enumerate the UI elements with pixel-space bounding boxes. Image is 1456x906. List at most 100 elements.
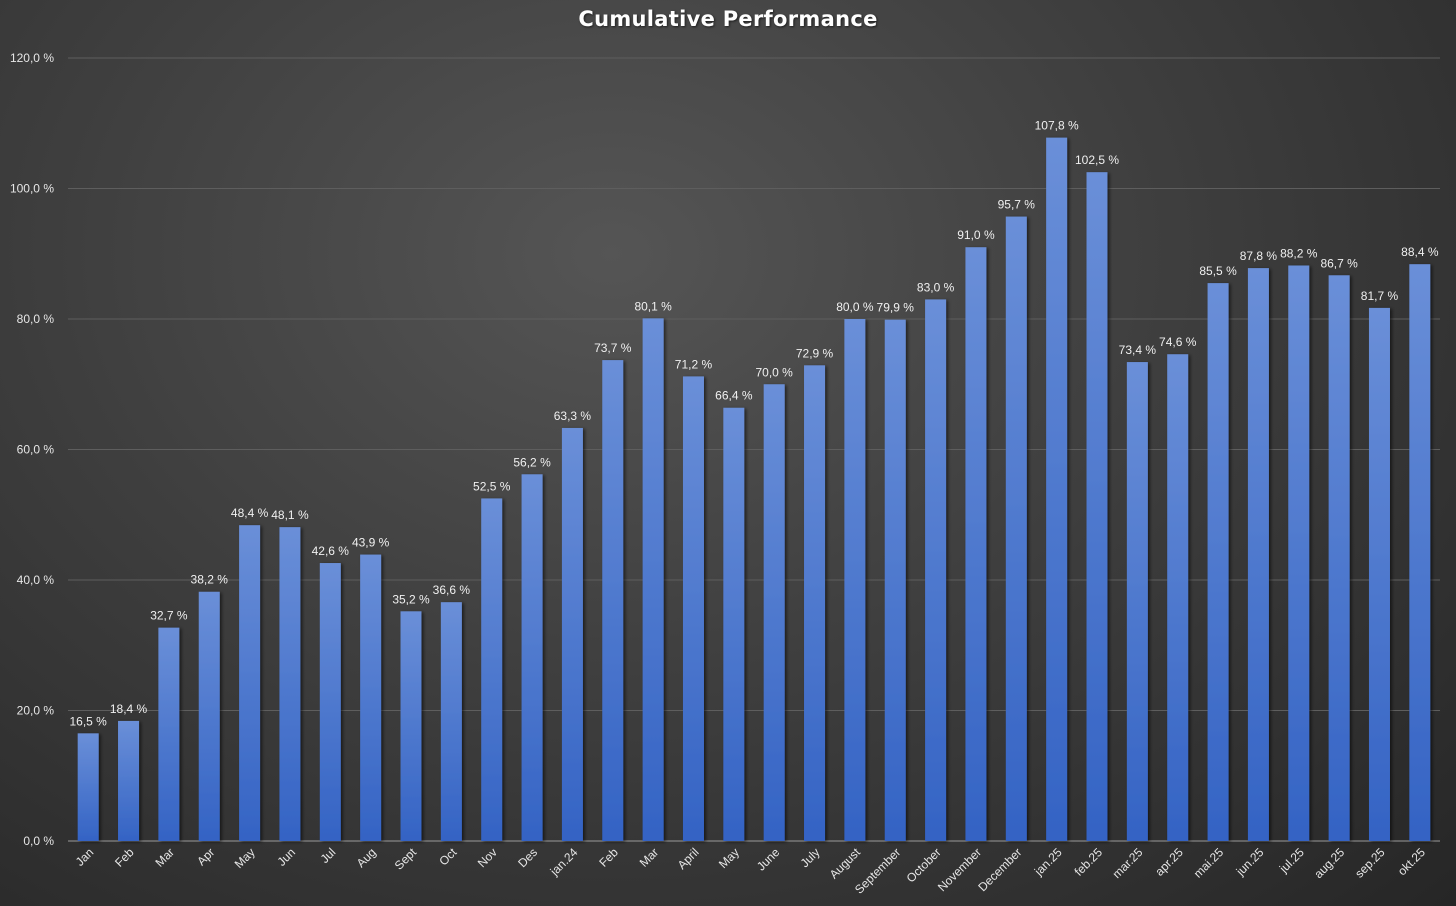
gridlines: [68, 57, 1440, 842]
data-label: 81,7 %: [1361, 289, 1399, 303]
bar: [602, 360, 624, 841]
bars: [77, 137, 1431, 842]
data-label: 86,7 %: [1320, 256, 1358, 270]
data-label: 70,0 %: [755, 365, 793, 379]
y-tick-label: 120,0 %: [10, 51, 54, 65]
bar: [1086, 172, 1108, 841]
bar: [804, 365, 826, 841]
bar: [1328, 275, 1350, 842]
bar: [481, 498, 503, 841]
data-label: 88,2 %: [1280, 246, 1318, 260]
data-label: 79,9 %: [877, 301, 915, 315]
x-axis: Jan Feb Mar Apr May Jun Jul Aug Sept Oct Nov Des jan…: [73, 845, 1428, 897]
bar: [118, 720, 140, 841]
bar: [1409, 264, 1431, 841]
data-label: 18,4 %: [110, 702, 148, 716]
x-tick-label: feb.25: [1072, 845, 1106, 879]
bar: [1368, 307, 1390, 842]
x-tick-label: April: [675, 845, 702, 872]
chart-title: Cumulative Performance: [578, 7, 878, 31]
x-tick-label: Feb: [596, 845, 621, 870]
x-tick-label: jan.24: [547, 845, 581, 879]
data-label: 91,0 %: [957, 228, 995, 242]
data-label: 42,6 %: [312, 544, 350, 558]
bar: [360, 554, 382, 841]
y-tick-label: 60,0 %: [17, 443, 55, 457]
bar: [77, 733, 99, 841]
data-label: 85,5 %: [1199, 264, 1237, 278]
x-tick-label: Mar: [637, 845, 662, 870]
data-label: 80,0 %: [836, 300, 874, 314]
data-label: 36,6 %: [433, 583, 471, 597]
data-label: 48,1 %: [271, 508, 309, 522]
data-label: 74,6 %: [1159, 335, 1197, 349]
data-label: 32,7 %: [150, 609, 188, 623]
data-label: 52,5 %: [473, 479, 511, 493]
x-tick-label: May: [232, 845, 258, 871]
x-tick-label: jun.25: [1233, 845, 1267, 879]
bar: [198, 591, 220, 841]
y-tick-label: 0,0 %: [23, 834, 54, 848]
bar: [279, 527, 301, 841]
data-label: 83,0 %: [917, 280, 955, 294]
data-label: 73,7 %: [594, 341, 632, 355]
bar: [682, 376, 704, 841]
bar: [1207, 283, 1229, 841]
bar: [642, 318, 664, 841]
data-label: 56,2 %: [513, 455, 551, 469]
bar: [1046, 137, 1068, 842]
bar: [561, 427, 583, 841]
bar: [884, 319, 906, 842]
x-tick-label: October: [904, 845, 944, 885]
y-tick-label: 40,0 %: [17, 573, 55, 587]
data-label: 73,4 %: [1119, 343, 1157, 357]
data-label: 80,1 %: [634, 299, 672, 313]
x-tick-label: jul.25: [1276, 845, 1307, 876]
x-tick-label: Apr: [194, 845, 217, 868]
bar: [763, 384, 785, 841]
x-tick-label: sep.25: [1352, 845, 1388, 881]
bar: [1288, 265, 1310, 841]
x-tick-label: apr.25: [1152, 845, 1186, 879]
data-label: 71,2 %: [675, 357, 713, 371]
data-label: 102,5 %: [1075, 153, 1119, 167]
bar: [844, 319, 866, 841]
bar: [400, 611, 422, 841]
x-tick-label: mar.25: [1110, 845, 1146, 881]
bar: [1005, 216, 1027, 841]
x-tick-label: July: [798, 845, 823, 870]
bar: [1126, 362, 1148, 841]
y-axis: 0,0 % 20,0 % 40,0 % 60,0 % 80,0 % 100,0 % 120,…: [10, 51, 54, 848]
bar: [925, 299, 947, 841]
x-tick-label: Des: [515, 845, 540, 870]
data-label: 48,4 %: [231, 506, 269, 520]
data-label: 63,3 %: [554, 409, 592, 423]
x-tick-label: Oct: [436, 845, 460, 869]
y-tick-label: 80,0 %: [17, 312, 55, 326]
x-tick-label: jan.25: [1031, 845, 1065, 879]
x-tick-label: okt.25: [1395, 845, 1428, 878]
x-tick-label: mai.25: [1191, 845, 1227, 881]
bar: [239, 525, 261, 841]
data-label: 66,4 %: [715, 389, 753, 403]
data-label: 38,2 %: [191, 573, 229, 587]
x-tick-label: Sept: [392, 845, 420, 873]
x-tick-label: Jun: [274, 845, 298, 869]
data-label: 35,2 %: [392, 592, 430, 606]
bar: [1247, 268, 1269, 842]
y-tick-label: 100,0 %: [10, 182, 54, 196]
x-tick-label: Feb: [112, 845, 137, 870]
data-label: 95,7 %: [998, 198, 1036, 212]
x-tick-label: Aug: [354, 845, 379, 870]
bar: [965, 247, 987, 842]
x-tick-label: May: [716, 845, 742, 871]
x-tick-label: aug.25: [1311, 845, 1347, 881]
x-tick-label: Nov: [475, 845, 500, 870]
data-label: 87,8 %: [1240, 249, 1278, 263]
bar: [319, 563, 341, 841]
bar: [521, 474, 543, 841]
data-label: 72,9 %: [796, 346, 834, 360]
x-tick-label: Jul: [318, 845, 339, 866]
